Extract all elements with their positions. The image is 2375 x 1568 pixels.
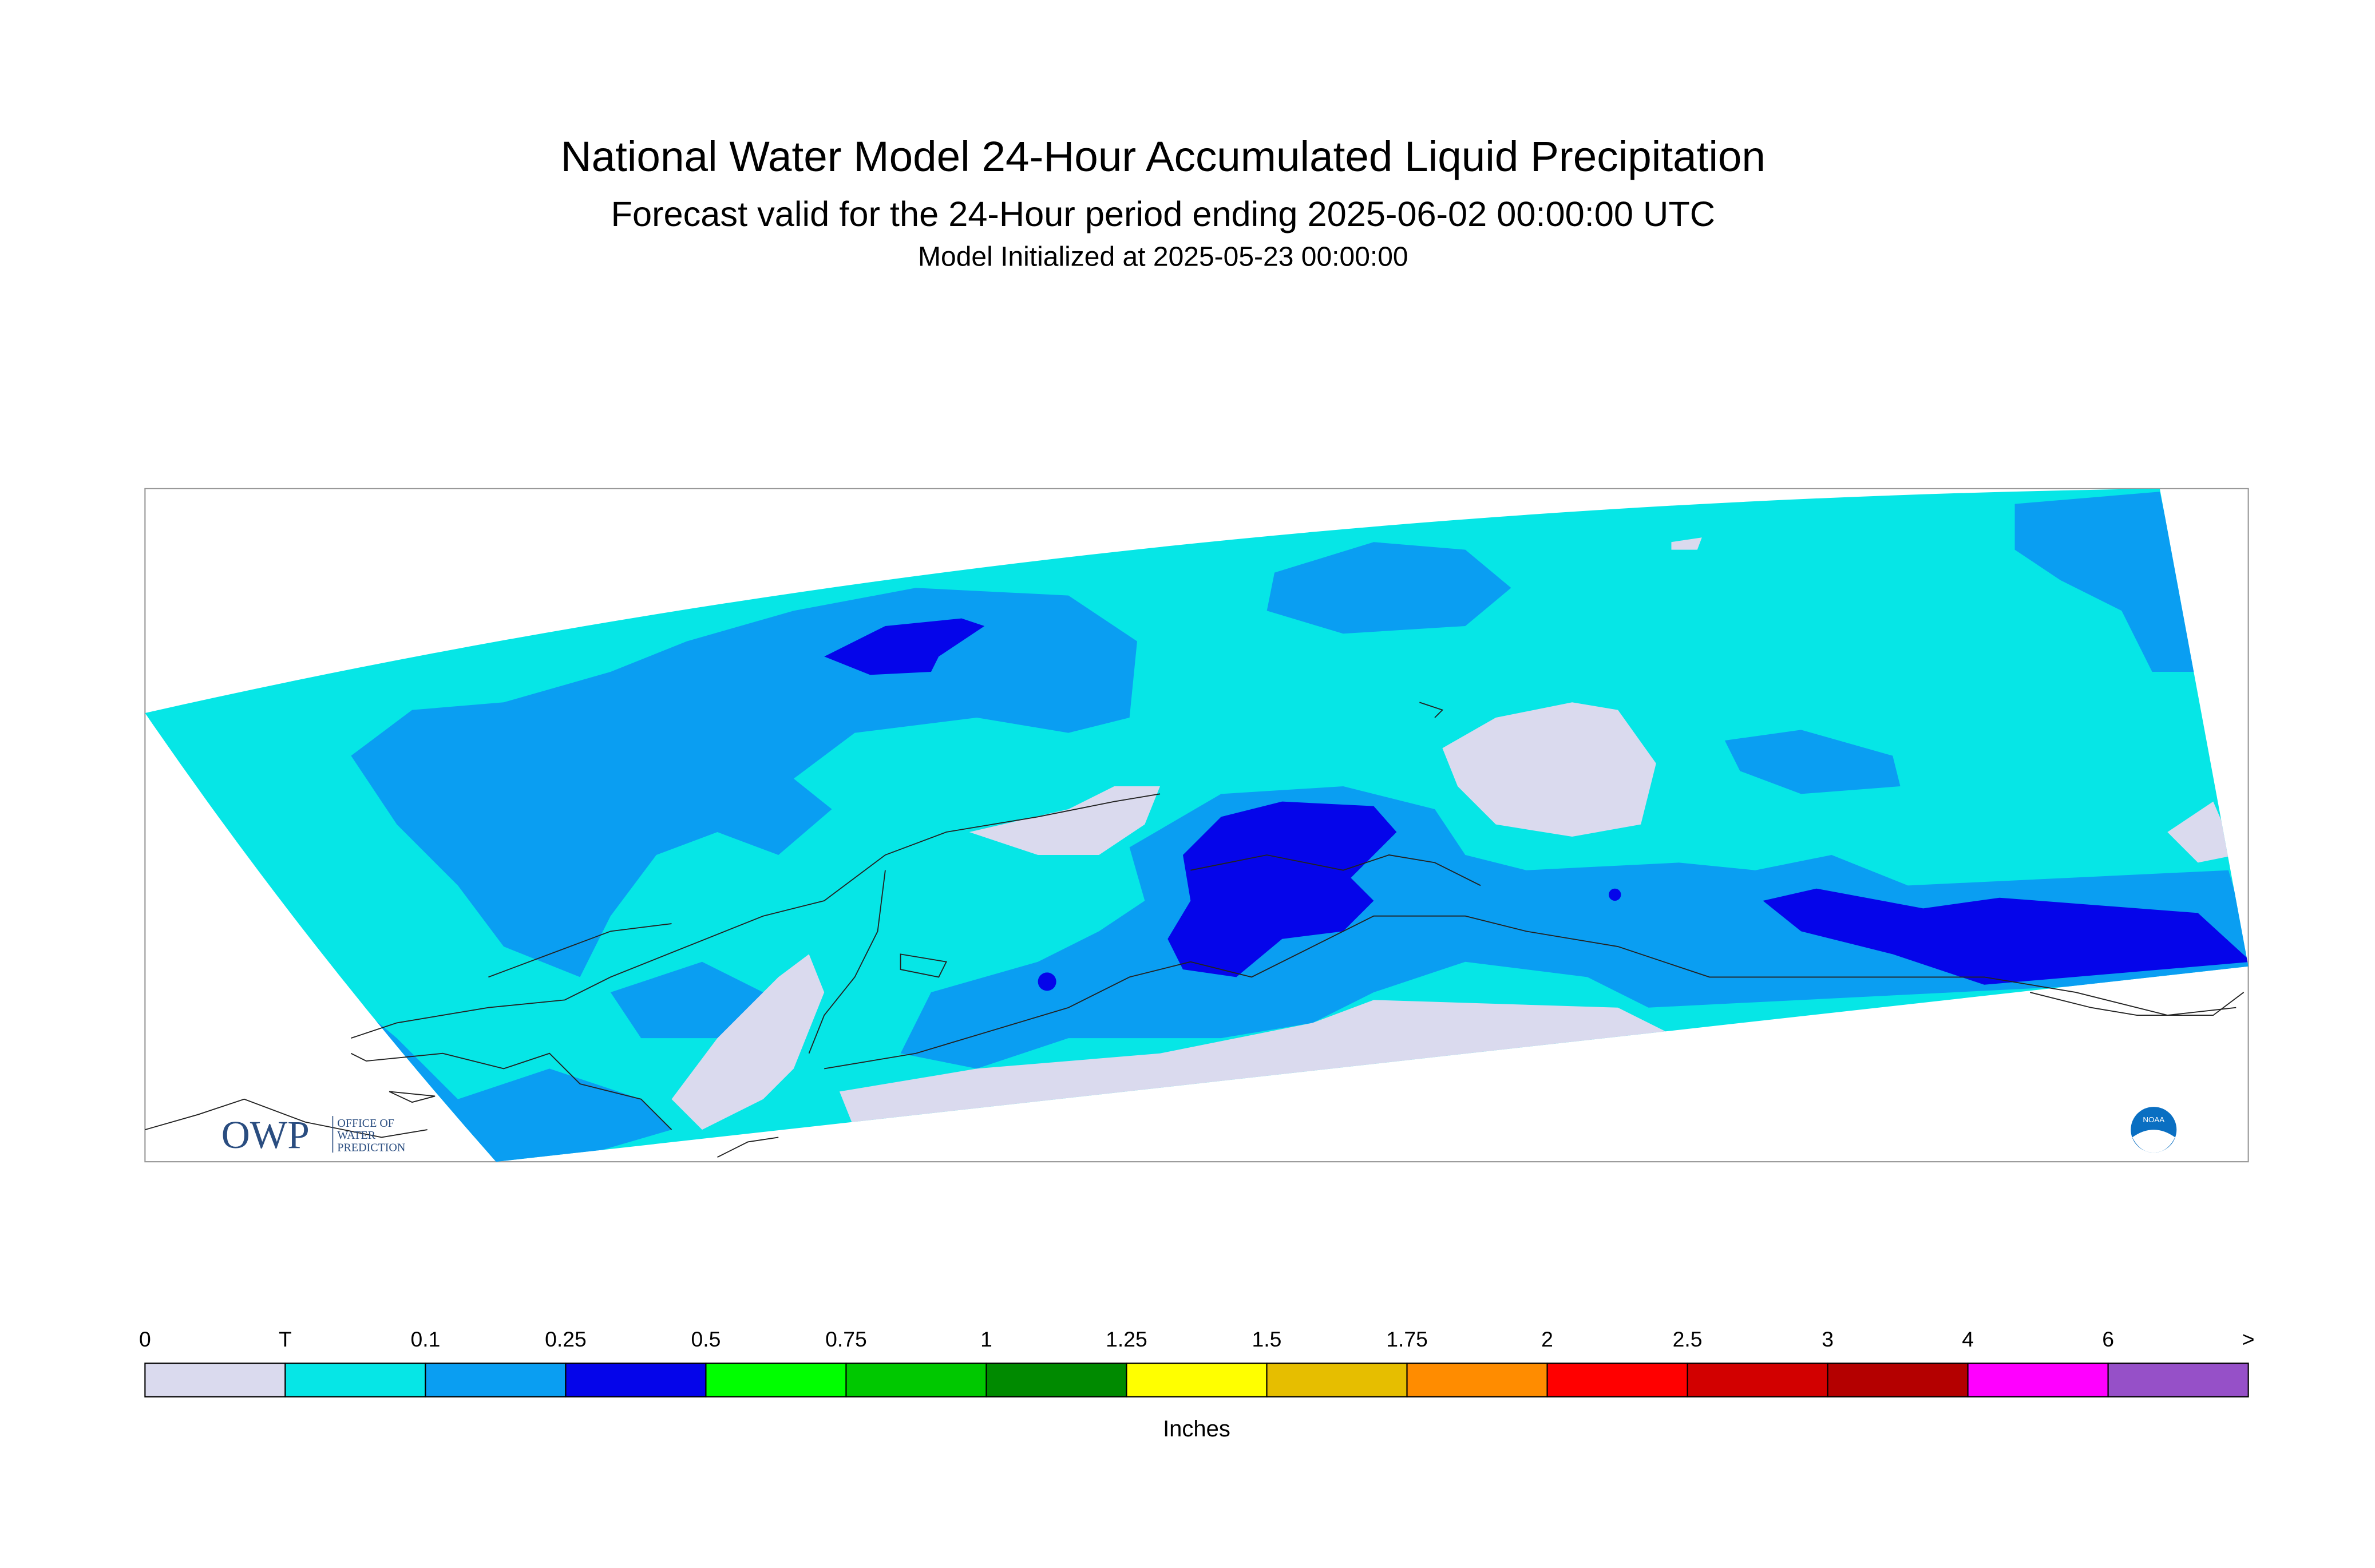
init-time: Model Initialized at 2025-05-23 00:00:00 (918, 242, 1408, 272)
legend-swatch (1827, 1363, 1969, 1397)
title: National Water Model 24-Hour Accumulated… (561, 132, 1766, 180)
legend-label: 1.75 (1386, 1327, 1428, 1351)
legend-label: 0.75 (825, 1327, 867, 1351)
legend-swatch (284, 1363, 426, 1397)
legend-swatch (985, 1363, 1127, 1397)
owp-line: OFFICE OF (337, 1117, 394, 1130)
legend-swatch (1126, 1363, 1268, 1397)
legend-label: 2.5 (1673, 1327, 1703, 1351)
legend-label: 6 (2102, 1327, 2114, 1351)
legend-swatch (845, 1363, 987, 1397)
legend-label: T (279, 1327, 292, 1351)
legend-label: 0.1 (410, 1327, 440, 1351)
owp-line: WATER (337, 1129, 375, 1142)
legend: 0 T 0.1 0.25 0.5 0.75 1 1.25 1.5 1.75 2 2.5 3 4 6 > (139, 1327, 2255, 1397)
legend-label: 1.5 (1252, 1327, 1282, 1351)
legend-swatch (1687, 1363, 1828, 1397)
legend-label: 4 (1962, 1327, 1974, 1351)
legend-swatch (1406, 1363, 1548, 1397)
legend-swatch (705, 1363, 847, 1397)
legend-label: 1.25 (1106, 1327, 1147, 1351)
legend-swatch (1967, 1363, 2109, 1397)
legend-swatch (565, 1363, 707, 1397)
precip-moderate (824, 618, 2249, 991)
legend-label: 2 (1541, 1327, 1553, 1351)
legend-label: 0.5 (691, 1327, 721, 1351)
noaa-wave (2132, 1130, 2175, 1153)
legend-label: 1 (980, 1327, 992, 1351)
legend-label: 3 (1822, 1327, 1834, 1351)
noaa-text: NOAA (2143, 1115, 2164, 1124)
legend-label: > (2242, 1327, 2255, 1351)
legend-swatch (425, 1363, 567, 1397)
legend-unit: Inches (1163, 1416, 1230, 1442)
legend-label: 0 (139, 1327, 151, 1351)
owp-line: PREDICTION (337, 1141, 405, 1154)
owp-logo: OWP (221, 1112, 310, 1157)
subtitle: Forecast valid for the 24-Hour period en… (611, 194, 1716, 233)
legend-label: 0.25 (545, 1327, 587, 1351)
precip-none (671, 537, 2237, 1130)
coastlines (145, 702, 2245, 1158)
legend-swatch (144, 1363, 286, 1397)
legend-swatch (1546, 1363, 1688, 1397)
noaa-logo: NOAA (2131, 1107, 2177, 1153)
legend-swatch (1266, 1363, 1408, 1397)
legend-swatch (2107, 1363, 2249, 1397)
